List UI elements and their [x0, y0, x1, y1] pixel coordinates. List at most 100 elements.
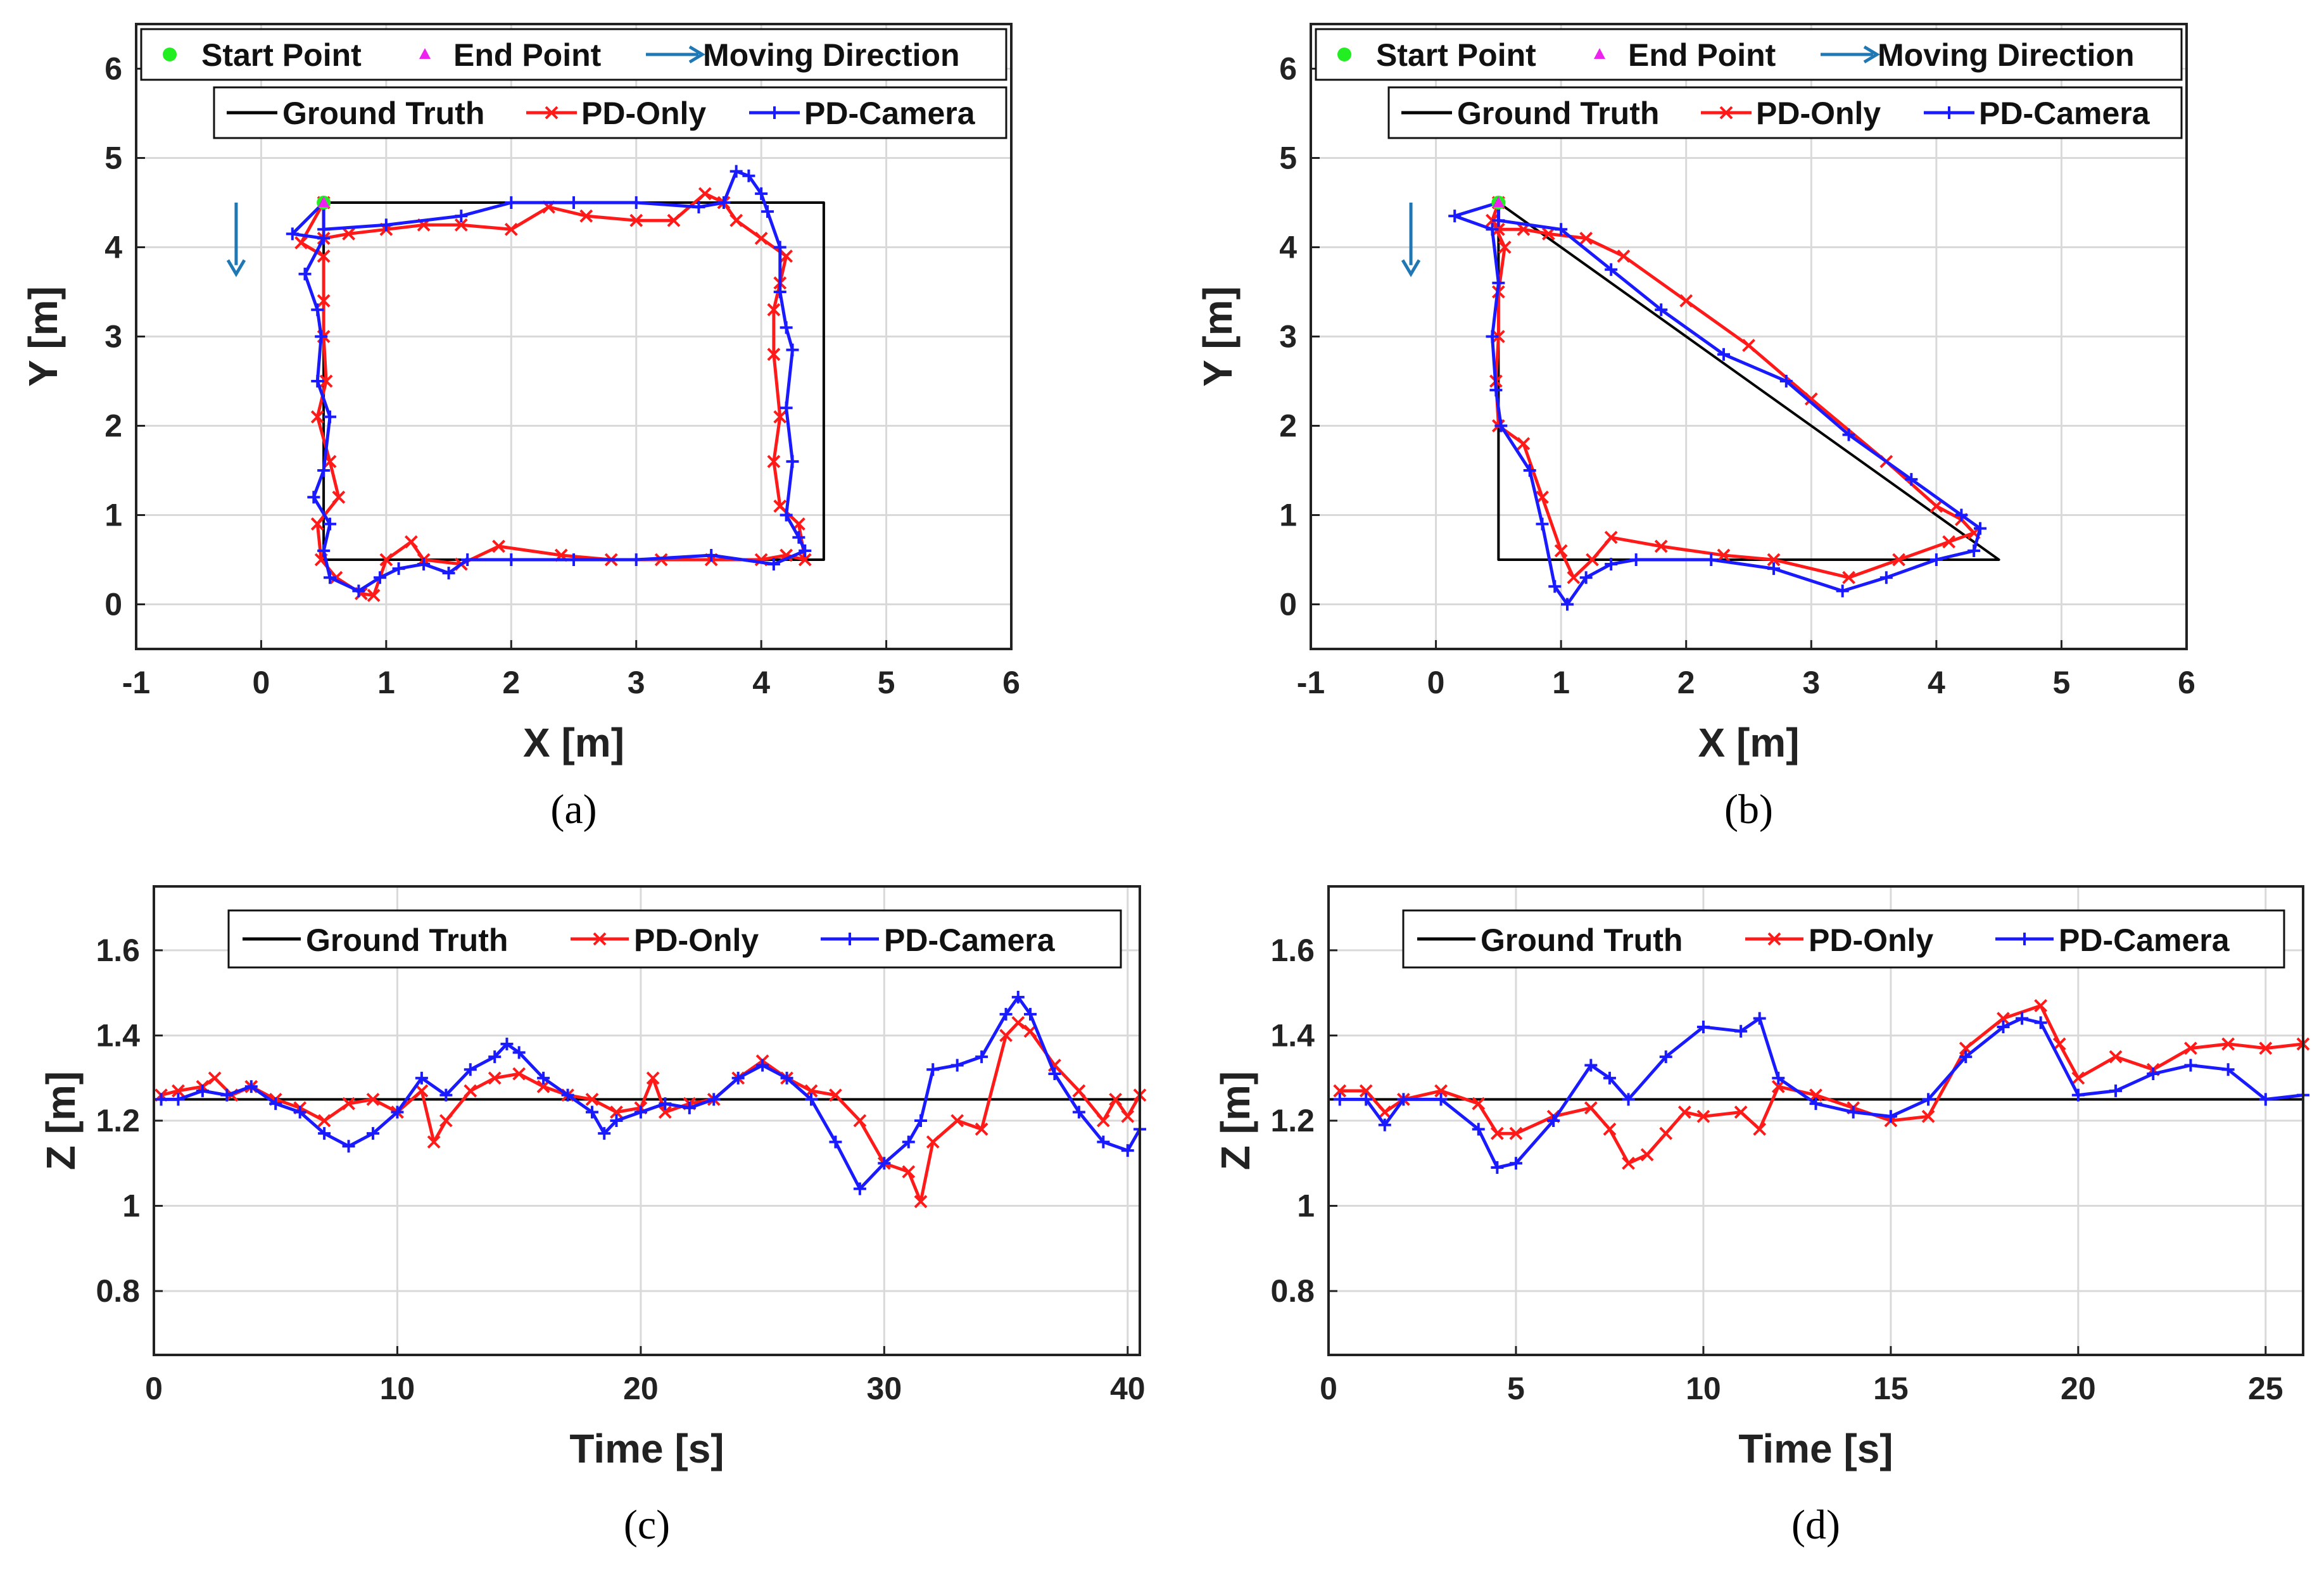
legend-ground-truth-label: Ground Truth: [1481, 922, 1683, 958]
x-tick-label: 2: [502, 665, 520, 700]
x-tick-label: 0: [1427, 665, 1445, 700]
series-pd-camera-point: [742, 169, 755, 182]
panel-c: 0 10 20 30 40 0.8 1 1.2 1.4 1.6 Time [s] Z [m] G…: [38, 885, 1147, 1548]
series-pd-only-point: [379, 553, 393, 567]
series-pd-only-point: [585, 1092, 599, 1106]
x-tick-label: 5: [878, 665, 895, 700]
y-tick-label: 3: [104, 319, 122, 355]
series-pd-camera-point: [926, 1063, 940, 1076]
x-tick-label: 5: [1507, 1371, 1525, 1406]
series-pd-only-point: [1567, 570, 1581, 584]
legend-pd-only-label: PD-Only: [1756, 96, 1881, 131]
series-pd-only-point: [1921, 1109, 1935, 1123]
series-pd-camera-point: [1842, 428, 1855, 441]
series-pd-camera-point: [1929, 553, 1943, 566]
series-pd-camera-point: [761, 205, 774, 218]
series-pd-camera-point: [1523, 464, 1536, 477]
series-pd-camera-point: [1333, 1093, 1346, 1106]
series-pd-camera-point: [1561, 598, 1574, 611]
series-pd-camera-point: [780, 1071, 793, 1085]
series-pd-camera-point: [417, 558, 431, 571]
y-tick-labels-b: 0 1 2 3 4 5 6: [1279, 51, 1320, 622]
legend-arrow-head: [688, 45, 705, 64]
series-pd-camera-point: [829, 1135, 842, 1149]
series-pd-camera-point: [391, 1105, 404, 1119]
series-pd-only-point: [1809, 1088, 1822, 1102]
series-pd-only-point: [1804, 392, 1818, 406]
series-pd-camera-point: [155, 1093, 168, 1106]
series-pd-camera-point: [659, 1097, 672, 1111]
series-pd-only-point: [1717, 548, 1731, 562]
series-pd-camera-point: [1884, 1110, 1897, 1123]
series-pd-camera-point: [505, 196, 518, 209]
series-pd-only-point: [950, 1114, 964, 1128]
series-pd-only-point: [1767, 553, 1781, 567]
series-pd-camera-point: [1536, 517, 1549, 531]
series-pd-camera-point: [805, 1093, 818, 1106]
series-pd-only-point: [317, 1114, 331, 1128]
series-pd-only-point: [1517, 437, 1531, 451]
y-tick-label: 1.6: [96, 933, 140, 968]
series-pd-only-point: [367, 588, 381, 602]
legend-direction-label: Moving Direction: [1878, 37, 2135, 73]
direction-arrow-head: [1401, 259, 1421, 277]
series-pd-camera-point: [342, 1140, 355, 1153]
series-pd-camera-point: [324, 571, 337, 584]
legend-ground-truth-label: Ground Truth: [1457, 96, 1659, 131]
series-pd-only-point: [999, 1029, 1013, 1042]
y-tick-label: 1: [122, 1188, 140, 1224]
series-pd-camera-point: [1072, 1105, 1085, 1119]
x-tick-label: 1: [377, 665, 395, 700]
y-tick-label: 5: [104, 141, 122, 176]
end-point-marker: [1493, 196, 1505, 207]
series-pd-camera-point: [1397, 1093, 1410, 1106]
series-pd-camera-point: [561, 1088, 574, 1102]
series-pd-only-point: [579, 209, 593, 223]
y-tick-label: 1: [1279, 498, 1297, 533]
series-pd-only-point: [1359, 1084, 1373, 1098]
y-tick-label: 0: [104, 587, 122, 622]
series-pd-only-point: [767, 348, 781, 362]
series-pd-only-point: [610, 1105, 623, 1119]
series-pd-camera-point: [1836, 584, 1849, 598]
plot-area-a: [226, 165, 825, 602]
series-pd-only-point: [754, 231, 768, 245]
series-pd-only-point: [1584, 1101, 1598, 1115]
legend-pd-camera-label: PD-Camera: [884, 922, 1056, 958]
series-pd-camera-point: [1734, 1024, 1748, 1038]
legend-a: Start Point End Point Moving Direction Grou…: [140, 28, 1007, 139]
series-pd-only-point: [773, 410, 787, 424]
series-pd-camera-point: [1997, 1021, 2010, 1033]
legend-marker-pd-only: [1767, 932, 1781, 946]
series-pd-only-point: [366, 1092, 380, 1106]
legend-box-series: [227, 909, 1122, 969]
series-pd-only-point: [1109, 1092, 1122, 1106]
series-pd-only-point: [1771, 1080, 1785, 1093]
series-pd-only-point: [914, 1195, 928, 1209]
series-pd-only-point: [1434, 1084, 1448, 1098]
series-pd-camera-point: [172, 1093, 185, 1106]
legend-end-label: End Point: [453, 37, 602, 73]
series-pd-only-point: [2184, 1042, 2197, 1055]
series-pd-camera-point: [2109, 1084, 2123, 1097]
series-pd-camera-point: [1779, 375, 1793, 387]
series-pd-only-point: [1654, 539, 1668, 553]
series-pd-camera-point: [415, 1071, 428, 1085]
series-pd-camera-point: [1584, 1059, 1598, 1072]
series-pd-only-point: [729, 213, 743, 227]
series-pd-only-point: [342, 1097, 355, 1111]
series-pd-only-point: [853, 1114, 867, 1128]
x-tick-label: 2: [1677, 665, 1695, 700]
series-pd-camera-point: [1547, 1114, 1560, 1127]
y-axis-label-b: Y [m]: [1195, 286, 1241, 387]
series-pd-camera-point: [324, 410, 337, 424]
series-pd-camera-point: [1974, 522, 1987, 535]
legend-end-icon: [419, 48, 431, 59]
y-axis-label-c: Z [m]: [38, 1071, 84, 1170]
legend-marker-pd-camera: [2018, 933, 2031, 945]
series-pd-camera-point: [773, 241, 786, 254]
series-pd-camera-point: [1492, 214, 1505, 227]
series-pd-only-point: [629, 213, 643, 227]
x-tick-label: 6: [2178, 665, 2195, 700]
series-pd-only-point: [798, 553, 812, 567]
